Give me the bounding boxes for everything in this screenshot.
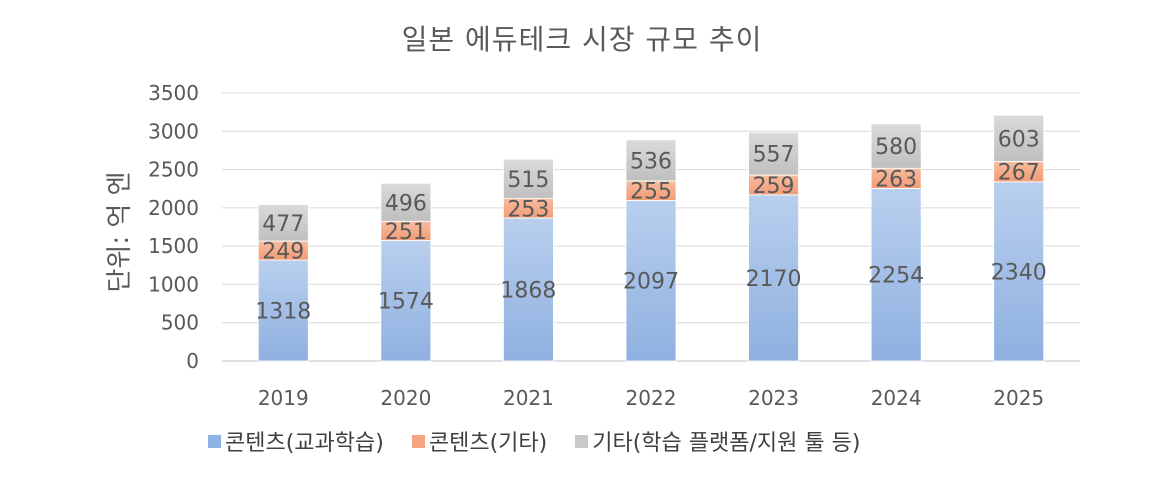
bar-segment	[993, 181, 1045, 362]
legend-swatch	[208, 434, 221, 448]
legend-label: 콘텐츠(교과학습)	[225, 431, 384, 456]
x-tick-label: 2020	[380, 386, 431, 410]
y-tick-label: 0	[186, 349, 199, 373]
data-label: 515	[507, 168, 549, 193]
legend-swatch	[575, 434, 589, 448]
data-label: 536	[630, 149, 672, 174]
y-tick-label: 2000	[148, 196, 199, 220]
data-label: 557	[753, 143, 795, 168]
y-axis-title: 단위: 억 엔	[105, 172, 135, 293]
bar-segment	[870, 123, 922, 169]
bar-segment	[748, 194, 799, 362]
data-label: 603	[998, 127, 1040, 152]
data-label: 251	[385, 220, 427, 245]
legend-label: 콘텐츠(기타)	[428, 431, 548, 456]
data-label: 1868	[500, 278, 556, 303]
bar-segment	[870, 188, 922, 362]
data-label: 1574	[378, 290, 434, 315]
legend-swatch	[411, 434, 425, 448]
bar-segment	[748, 131, 799, 176]
data-label: 2097	[623, 270, 679, 295]
bar-segment	[503, 217, 554, 362]
y-tick-label: 3000	[148, 119, 199, 143]
data-label: 253	[507, 197, 549, 222]
data-label: 496	[385, 191, 427, 216]
bar-segment	[993, 114, 1045, 162]
data-label: 2170	[746, 267, 802, 292]
legend-label: 기타(학습 플랫폼/지원 툴 등)	[592, 431, 861, 456]
y-tick-label: 1000	[148, 272, 199, 296]
legend-item: 기타(학습 플랫폼/지원 툴 등)	[575, 425, 860, 457]
bar-segment	[380, 182, 432, 222]
legend: 콘텐츠(교과학습) 콘텐츠(기타) 기타(학습 플랫폼/지원 툴 등)	[208, 425, 860, 457]
x-tick-label: 2023	[748, 386, 799, 410]
x-tick-label: 2024	[871, 386, 922, 410]
y-tick-label: 500	[161, 311, 199, 335]
data-label: 2340	[991, 260, 1047, 285]
x-tick-label: 2025	[993, 386, 1044, 410]
bar-segment	[503, 158, 554, 199]
data-label: 249	[262, 240, 304, 265]
chart-title: 일본 에듀테크 시장 규모 추이	[401, 23, 763, 56]
data-label: 263	[875, 167, 917, 192]
data-label: 1318	[255, 300, 311, 325]
legend-item: 콘텐츠(교과학습)	[208, 425, 384, 457]
legend-item: 콘텐츠(기타)	[411, 425, 548, 457]
y-tick-label: 3500	[148, 81, 199, 105]
bar-segment	[257, 259, 309, 362]
data-label: 259	[753, 174, 795, 199]
data-label: 580	[875, 135, 917, 160]
bar-segment	[625, 139, 677, 182]
x-tick-label: 2021	[503, 386, 554, 410]
bar-segment	[380, 240, 432, 362]
x-tick-label: 2019	[258, 386, 309, 410]
bar-segment	[625, 200, 677, 362]
data-label: 255	[630, 180, 672, 205]
data-label: 267	[998, 161, 1040, 186]
data-label: 2254	[868, 264, 924, 289]
y-tick-label: 2500	[148, 158, 199, 182]
bar-segment	[257, 204, 309, 242]
x-tick-label: 2022	[626, 386, 677, 410]
y-tick-label: 1500	[148, 234, 199, 258]
data-label: 477	[262, 212, 304, 237]
